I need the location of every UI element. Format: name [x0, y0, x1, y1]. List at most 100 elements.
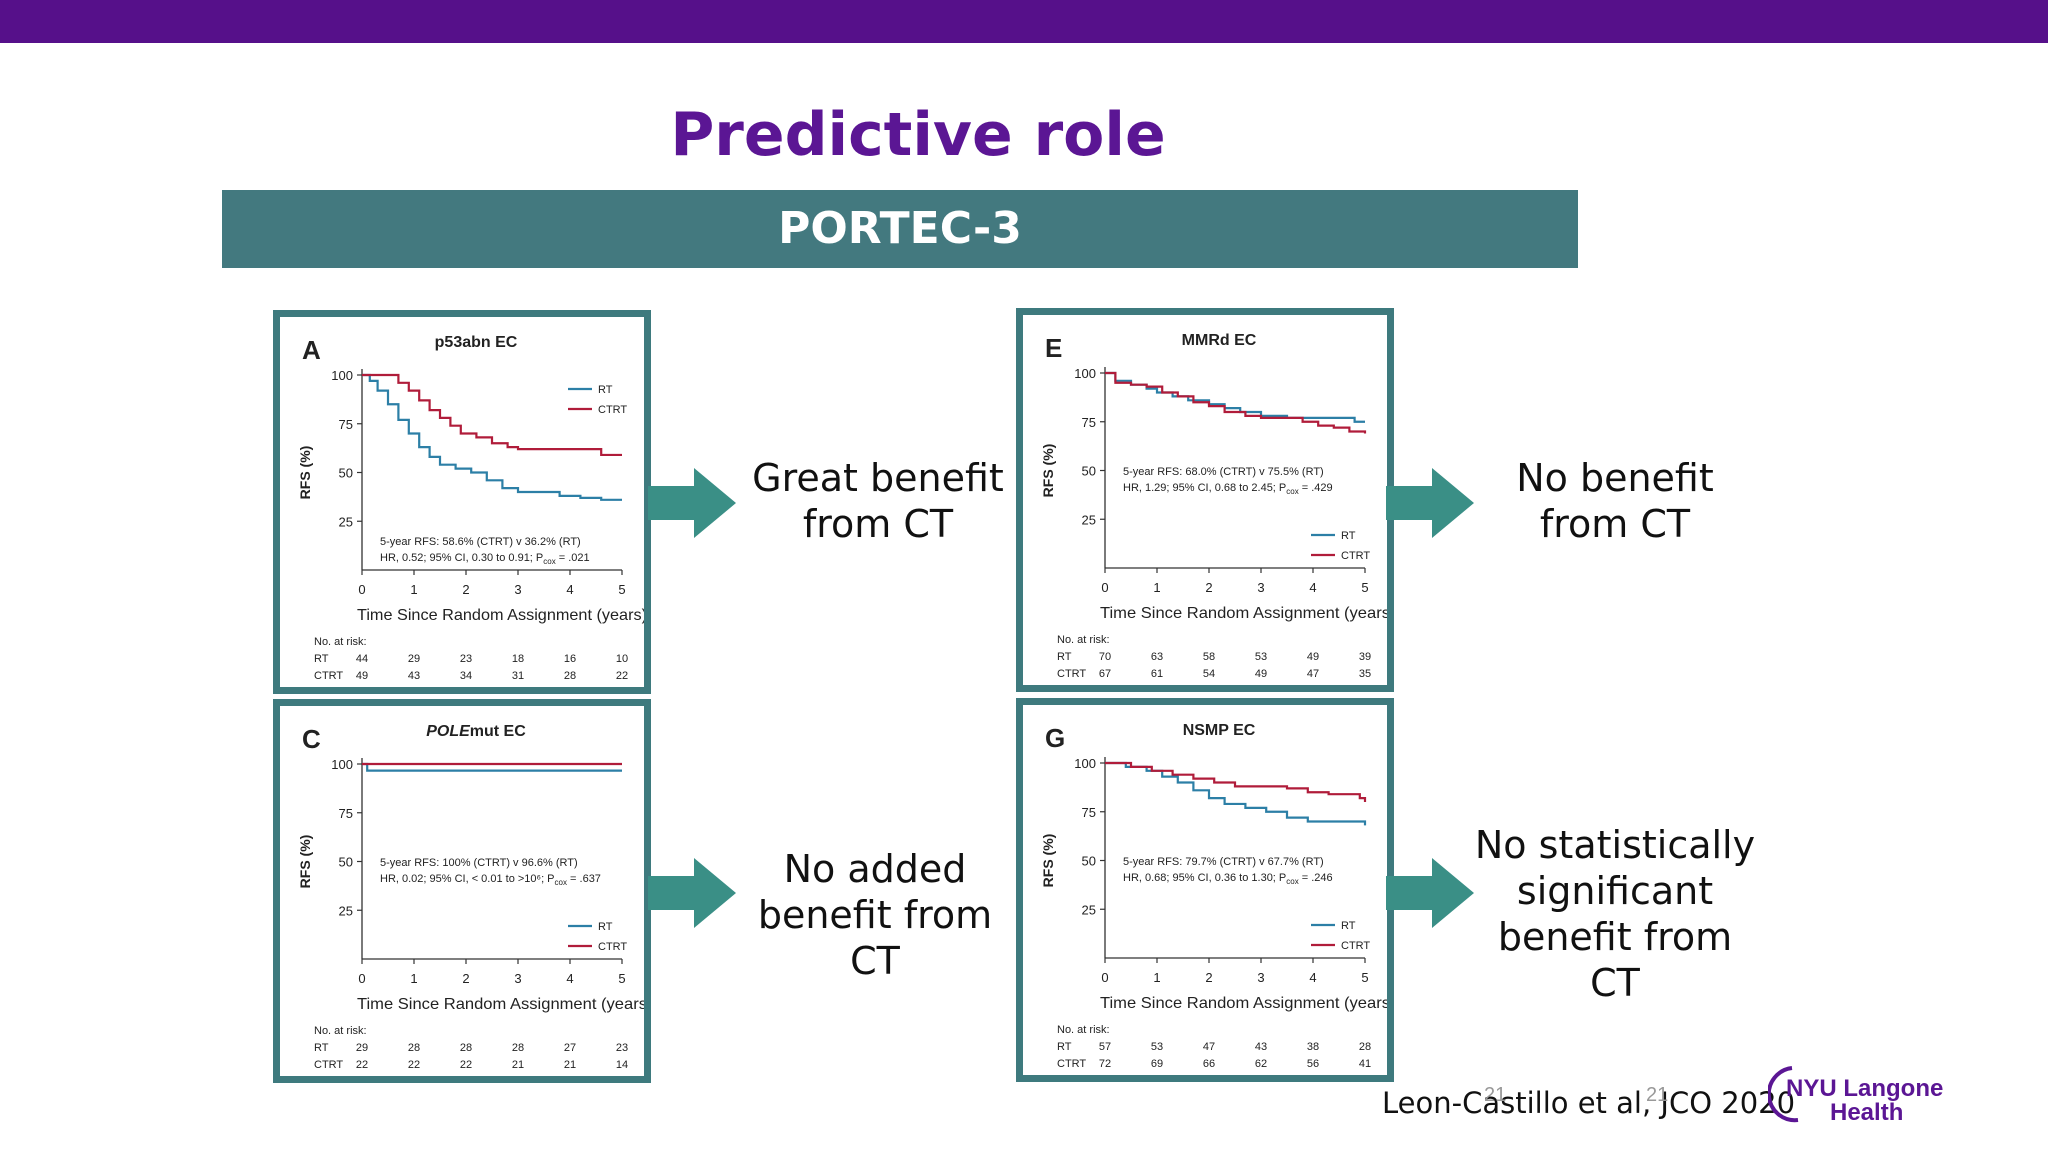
x-tick-label: 1 [410, 971, 417, 986]
x-tick-label: 4 [566, 582, 573, 597]
at-risk-label: No. at risk: [1057, 1024, 1110, 1036]
series-ctrt-curve [1105, 761, 1367, 802]
arrow-icon [648, 468, 736, 538]
y-tick-label: 50 [1082, 464, 1096, 479]
at-risk-value: 53 [1255, 651, 1267, 663]
logo-line2: Health [1830, 1099, 1903, 1126]
x-tick-label: 0 [1101, 580, 1108, 595]
legend-ctrt-label: CTRT [1341, 550, 1370, 562]
x-tick-label: 3 [1257, 970, 1264, 985]
x-tick-label: 2 [1205, 970, 1212, 985]
at-risk-value: 43 [408, 670, 420, 682]
at-risk-value: 41 [1359, 1058, 1371, 1070]
at-risk-value: 28 [1359, 1041, 1371, 1053]
at-risk-arm-rt: RT [314, 1042, 329, 1054]
arrow-icon [1386, 468, 1474, 538]
arrow-icon [1386, 858, 1474, 928]
at-risk-value: 27 [564, 1042, 576, 1054]
at-risk-label: No. at risk: [314, 636, 367, 648]
x-tick-label: 2 [1205, 580, 1212, 595]
x-tick-label: 4 [1309, 970, 1316, 985]
at-risk-value: 28 [408, 1042, 420, 1054]
annotation-line1: 5-year RFS: 58.6% (CTRT) v 36.2% (RT) [380, 536, 581, 548]
x-tick-label: 2 [462, 582, 469, 597]
citation: Leon-Castillo et al, JCO 2020 [1382, 1086, 1796, 1120]
at-risk-value: 49 [356, 670, 368, 682]
x-tick-label: 2 [462, 971, 469, 986]
y-tick-label: 75 [1082, 805, 1096, 820]
km-panel-e: E MMRd EC 25 50 75 100 0 1 2 3 4 5 RFS (%) Time Since… [1016, 308, 1394, 692]
at-risk-value: 61 [1151, 668, 1163, 680]
caption-no-benefit: No benefit from CT [1516, 456, 1714, 546]
series-rt-curve [1105, 371, 1365, 423]
at-risk-value: 14 [616, 1059, 628, 1071]
y-tick-label: 50 [1082, 854, 1096, 869]
x-tick-label: 0 [358, 971, 365, 986]
at-risk-arm-ctrt: CTRT [314, 670, 343, 682]
at-risk-value: 53 [1151, 1041, 1163, 1053]
at-risk-value: 35 [1359, 668, 1371, 680]
series-rt-curve [362, 373, 622, 501]
y-tick-label: 100 [1074, 756, 1096, 771]
at-risk-arm-ctrt: CTRT [1057, 668, 1086, 680]
at-risk-value: 29 [408, 653, 420, 665]
y-tick-label: 25 [1082, 512, 1096, 527]
at-risk-arm-rt: RT [1057, 1041, 1072, 1053]
at-risk-value: 43 [1255, 1041, 1267, 1053]
y-tick-label: 25 [339, 903, 353, 918]
at-risk-value: 63 [1151, 651, 1163, 663]
page-number: 21 [1646, 1084, 1669, 1106]
x-axis-label: Time Since Random Assignment (years) [357, 607, 644, 624]
at-risk-value: 23 [616, 1042, 628, 1054]
at-risk-value: 57 [1099, 1041, 1111, 1053]
at-risk-value: 22 [408, 1059, 420, 1071]
y-tick-label: 50 [339, 855, 353, 870]
chart-title: p53abn EC [435, 334, 518, 351]
at-risk-arm-rt: RT [314, 653, 329, 665]
chart-title: MMRd EC [1182, 332, 1257, 349]
at-risk-value: 62 [1255, 1058, 1267, 1070]
y-tick-label: 25 [1082, 902, 1096, 917]
at-risk-value: 34 [460, 670, 472, 682]
at-risk-arm-rt: RT [1057, 651, 1072, 663]
at-risk-arm-ctrt: CTRT [314, 1059, 343, 1071]
y-tick-label: 50 [339, 466, 353, 481]
x-tick-label: 5 [1361, 580, 1368, 595]
legend-rt-label: RT [1341, 530, 1356, 542]
x-tick-label: 4 [566, 971, 573, 986]
at-risk-value: 49 [1307, 651, 1319, 663]
km-panel-c: C POLEmut EC 25 50 75 100 0 1 2 3 4 5 RFS (%) Time Si… [273, 699, 651, 1083]
y-tick-label: 75 [339, 417, 353, 432]
x-tick-label: 3 [514, 582, 521, 597]
series-ctrt-curve [362, 373, 622, 457]
annotation-line2: HR, 0.68; 95% CI, 0.36 to 1.30; Pcox = .… [1123, 872, 1333, 886]
panel-letter: G [1045, 723, 1065, 753]
trial-banner: PORTEC-3 [222, 190, 1578, 268]
page-number: 21 [1484, 1084, 1507, 1106]
y-axis-label: RFS (%) [1040, 834, 1056, 888]
km-panel-g: G NSMP EC 25 50 75 100 0 1 2 3 4 5 RFS (%) Time Since… [1016, 698, 1394, 1082]
at-risk-value: 72 [1099, 1058, 1111, 1070]
at-risk-value: 49 [1255, 668, 1267, 680]
at-risk-value: 22 [460, 1059, 472, 1071]
at-risk-value: 21 [512, 1059, 524, 1071]
legend-ctrt-label: CTRT [598, 404, 627, 416]
x-tick-label: 5 [618, 971, 625, 986]
at-risk-value: 23 [460, 653, 472, 665]
at-risk-value: 29 [356, 1042, 368, 1054]
y-axis-label: RFS (%) [297, 446, 313, 500]
panel-letter: C [302, 724, 321, 754]
km-chart-svg: G NSMP EC 25 50 75 100 0 1 2 3 4 5 RFS (%) Time Since… [1040, 722, 1387, 1070]
at-risk-value: 69 [1151, 1058, 1163, 1070]
series-rt-curve [1105, 761, 1367, 826]
annotation-line2: HR, 1.29; 95% CI, 0.68 to 2.45; Pcox = .… [1123, 482, 1333, 496]
x-tick-label: 0 [358, 582, 365, 597]
y-tick-label: 100 [331, 368, 353, 383]
chart-title: NSMP EC [1183, 722, 1256, 739]
at-risk-label: No. at risk: [1057, 634, 1110, 646]
legend-ctrt-label: CTRT [598, 941, 627, 953]
series-ctrt-curve [1105, 371, 1367, 434]
